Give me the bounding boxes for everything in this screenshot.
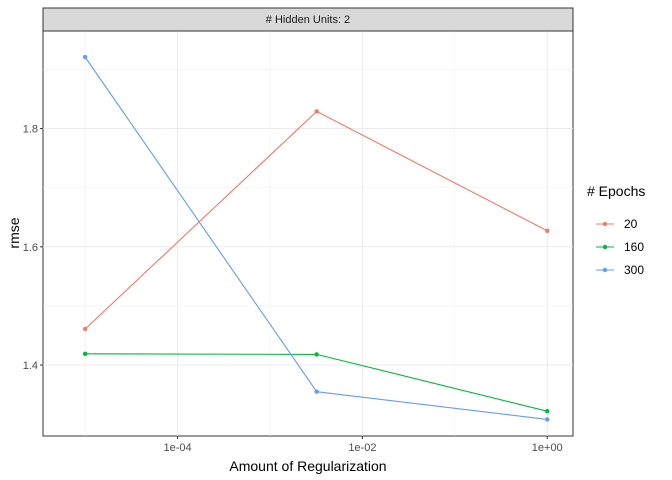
data-point-300 [314, 389, 319, 394]
legend: 20 160 300 [596, 217, 644, 277]
y-tick-label: 1.4 [23, 360, 38, 372]
data-point-20 [82, 326, 88, 332]
grid-lines [43, 31, 573, 436]
legend-key-point-20 [602, 221, 608, 227]
x-axis-title: Amount of Regularization [229, 458, 386, 474]
data-point-20 [314, 109, 319, 114]
data-point-20 [545, 228, 550, 234]
legend-label-300: 300 [624, 263, 644, 277]
data-point-300 [545, 417, 550, 422]
axes: 1.4 1.6 1.8 1e-04 1e-02 1e+00 [23, 124, 563, 454]
y-tick-label: 1.8 [23, 124, 38, 136]
legend-label-20: 20 [624, 217, 638, 231]
y-tick-label: 1.6 [23, 242, 38, 254]
series-lines [82, 54, 550, 422]
plot-panel [42, 30, 574, 437]
legend-title: # Epochs [587, 183, 645, 199]
data-point-300 [82, 54, 88, 60]
x-tick-label: 1e+00 [532, 442, 563, 454]
data-point-160 [314, 352, 319, 357]
data-point-160 [545, 408, 550, 414]
facet-strip-label: # Hidden Units: 2 [266, 14, 350, 26]
data-point-160 [82, 351, 88, 357]
legend-label-160: 160 [624, 240, 644, 254]
x-tick-label: 1e-04 [163, 442, 191, 454]
x-tick-label: 1e-02 [348, 442, 376, 454]
legend-key-point-300 [602, 267, 608, 273]
y-axis-title: rmse [6, 217, 22, 248]
facet-strip [42, 7, 574, 32]
legend-key-point-160 [602, 244, 608, 250]
